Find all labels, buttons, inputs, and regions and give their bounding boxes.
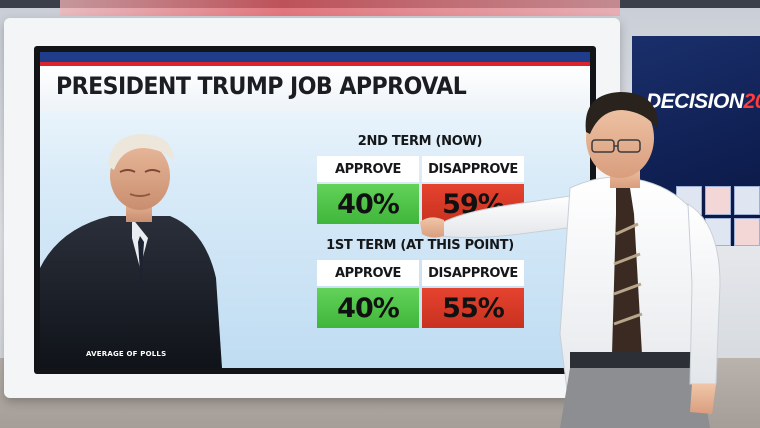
approve-header-first: APPROVE: [317, 260, 419, 286]
graphic-accent-line: [40, 62, 590, 66]
approve-header-second: APPROVE: [317, 156, 419, 182]
disapprove-header-second: DISAPPROVE: [422, 156, 524, 182]
presenter: [420, 84, 760, 428]
side-wall-screen: DECISION2026: [632, 36, 760, 246]
ceiling-light-strip: [60, 0, 620, 16]
title-band: [40, 66, 590, 112]
president-photo-image: [40, 134, 222, 368]
photo-caption: AVERAGE OF POLLS: [86, 350, 167, 358]
graphic-top-bar: [40, 52, 590, 62]
approve-value-first: 40%: [317, 288, 419, 328]
decision-brand-logo: DECISION2026: [646, 90, 760, 113]
president-photo: [40, 118, 230, 368]
term-label-first: 1ST TERM (AT THIS POINT): [326, 238, 514, 253]
approval-graphic: PRESIDENT TRUMP JOB APPROVAL: [40, 52, 590, 368]
term-label-second: 2ND TERM (NOW): [357, 134, 483, 149]
video-wall-monitor[interactable]: PRESIDENT TRUMP JOB APPROVAL: [34, 46, 596, 374]
graphic-title: PRESIDENT TRUMP JOB APPROVAL: [56, 72, 467, 100]
approve-value-second: 40%: [317, 184, 419, 224]
disapprove-header-first: DISAPPROVE: [422, 260, 524, 286]
disapprove-value-first: 55%: [422, 288, 524, 328]
presenter-figure: [420, 92, 721, 428]
